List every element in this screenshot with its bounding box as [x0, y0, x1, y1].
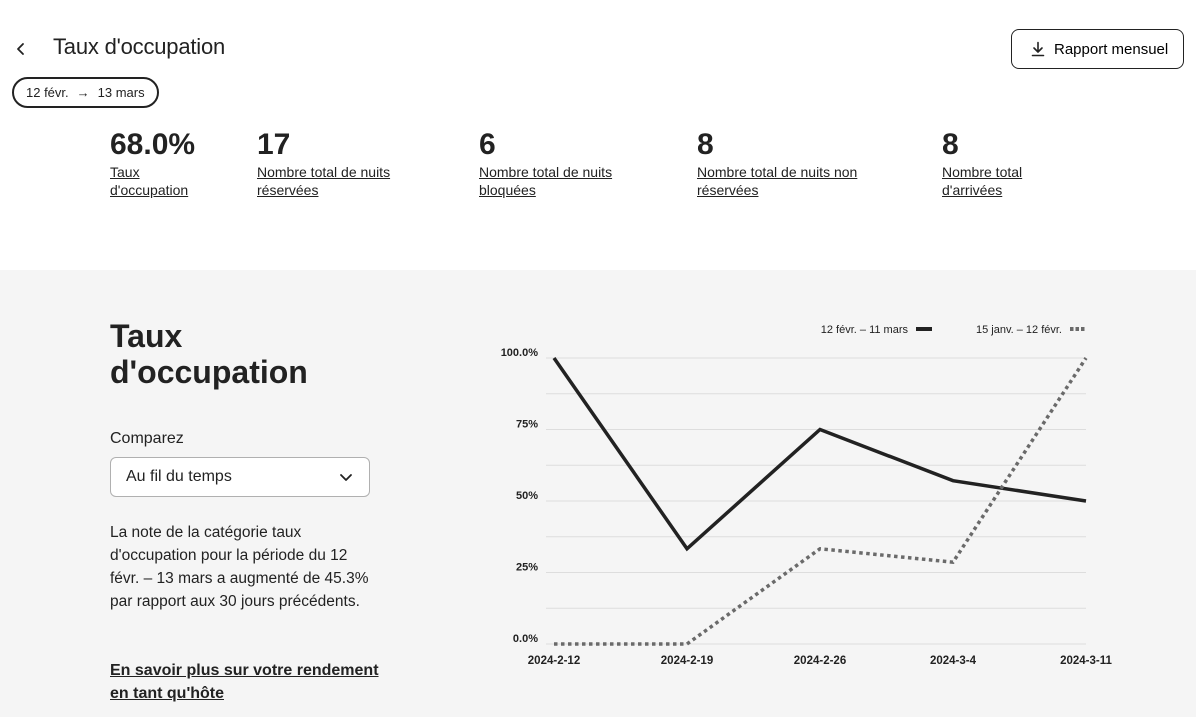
monthly-report-button[interactable]: Rapport mensuel	[1011, 29, 1184, 69]
y-tick-label: 75%	[516, 419, 538, 431]
series-line-previous	[554, 357, 1088, 646]
stat-value: 8	[697, 128, 714, 161]
stat-label-line: Nombre total	[942, 164, 1023, 180]
panel-title: Taux d'occupation	[110, 318, 370, 390]
chevron-left-icon	[17, 43, 24, 55]
y-tick-label: 25%	[516, 562, 538, 574]
stat-nights-booked: 17 Nombre total de nuits réservées	[257, 128, 390, 199]
compare-select-value: Au fil du temps	[126, 468, 232, 485]
y-tick-label: 50%	[516, 490, 538, 502]
monthly-report-label: Rapport mensuel	[1054, 40, 1169, 58]
x-tick-label: 2024-2-19	[661, 655, 713, 667]
stat-label-link[interactable]: Taux d'occupation	[110, 163, 195, 199]
stat-label-line: réservées	[257, 182, 319, 198]
stat-label-line: Taux	[110, 164, 140, 180]
back-button[interactable]	[8, 36, 34, 62]
legend-label-previous: 15 janv. – 12 févr.	[976, 324, 1062, 336]
stat-value: 6	[479, 128, 496, 161]
stat-nights-unbooked: 8 Nombre total de nuits non réservées	[697, 128, 857, 199]
learn-more-link[interactable]: En savoir plus sur votre rendement en ta…	[110, 662, 379, 702]
stat-occupancy-rate: 68.0% Taux d'occupation	[110, 128, 195, 199]
date-range-pill[interactable]: 12 févr. → 13 mars	[12, 77, 159, 108]
page-header: Taux d'occupation Rapport mensuel 12 fév…	[0, 0, 1196, 130]
x-tick-label: 2024-3-4	[930, 655, 977, 667]
compare-select[interactable]: Au fil du temps	[110, 457, 370, 497]
stat-arrivals: 8 Nombre total d'arrivées	[942, 128, 1022, 199]
stat-value: 68.0%	[110, 128, 196, 161]
stats-row: 68.0% Taux d'occupation 17 Nombre total d…	[0, 128, 1196, 208]
y-tick-label: 0.0%	[513, 633, 538, 645]
arrow-right-icon: →	[76, 85, 90, 100]
stat-label-line: bloquées	[479, 182, 536, 198]
stat-label-link[interactable]: Nombre total de nuits réservées	[257, 163, 390, 199]
stat-label-line: Nombre total de nuits non	[697, 164, 858, 180]
y-tick-label: 100.0%	[501, 347, 539, 359]
occupancy-chart: 0.0% 25% 50% 75% 100.0% 2024-2-12 2024-2-19 202…	[501, 324, 1113, 667]
compare-label: Comparez	[110, 430, 184, 447]
x-tick-label: 2024-3-11	[1060, 655, 1112, 667]
date-end: 13 mars	[97, 85, 145, 100]
stat-label-line: d'occupation	[110, 182, 189, 198]
stat-label-line: Nombre total de nuits	[479, 164, 613, 180]
x-tick-label: 2024-2-12	[528, 655, 580, 667]
stat-label-line: réservées	[697, 182, 759, 198]
chevron-down-icon	[340, 474, 352, 481]
series-line-current	[552, 356, 1087, 552]
stat-label-line: Nombre total de nuits	[257, 164, 391, 180]
panel-title-line: d'occupation	[110, 354, 308, 390]
panel-title-line: Taux	[110, 318, 183, 354]
download-icon	[1031, 41, 1045, 57]
stat-label-line: d'arrivées	[942, 182, 1003, 198]
occupancy-panel: Taux d'occupation Comparez Au fil du temp…	[0, 270, 1196, 717]
occupancy-description: La note de la catégorie taux d'occupatio…	[110, 524, 369, 610]
legend-label-current: 12 févr. – 11 mars	[821, 324, 909, 336]
stat-value: 17	[257, 128, 291, 161]
stat-label-link[interactable]: Nombre total d'arrivées	[942, 163, 1022, 199]
stat-nights-blocked: 6 Nombre total de nuits bloquées	[479, 128, 612, 199]
stat-label-link[interactable]: Nombre total de nuits bloquées	[479, 163, 612, 199]
stat-value: 8	[942, 128, 959, 161]
stat-label-link[interactable]: Nombre total de nuits non réservées	[697, 163, 857, 199]
page-title: Taux d'occupation	[53, 34, 226, 59]
x-tick-label: 2024-2-26	[794, 655, 846, 667]
date-start: 12 févr.	[26, 85, 69, 100]
